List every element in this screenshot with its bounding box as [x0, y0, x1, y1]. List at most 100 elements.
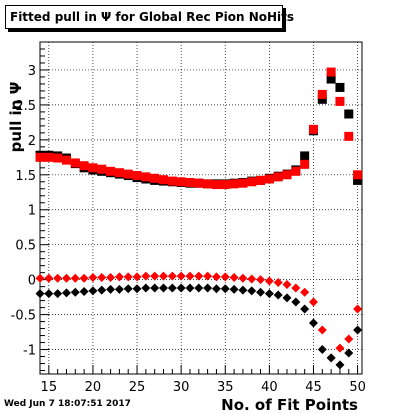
- square-marker-s1: [167, 176, 177, 186]
- square-marker-s1: [150, 173, 160, 183]
- x-tick-label: 20: [85, 380, 102, 395]
- square-marker-s1: [79, 161, 89, 171]
- square-marker-s1: [326, 67, 336, 77]
- square-marker-s1: [317, 89, 327, 99]
- diamond-marker-s3: [308, 318, 318, 328]
- square-marker-s1: [159, 175, 169, 185]
- diamond-marker-s2: [256, 275, 266, 285]
- square-marker-s1: [114, 168, 124, 178]
- square-marker-s1: [264, 174, 274, 184]
- diamond-marker-s2: [159, 271, 169, 281]
- diamond-marker-s3: [70, 287, 80, 297]
- diamond-marker-s2: [300, 287, 310, 297]
- diamond-marker-s3: [44, 289, 54, 299]
- diamond-marker-s2: [79, 273, 89, 283]
- diamond-marker-s3: [203, 283, 213, 293]
- diamond-marker-s3: [88, 286, 98, 296]
- square-marker-s1: [291, 166, 301, 176]
- x-tick-label: 45: [305, 380, 322, 395]
- x-tick-label: 35: [217, 380, 234, 395]
- square-marker-s1: [70, 158, 80, 168]
- diamond-marker-s3: [141, 283, 151, 293]
- diamond-marker-s3: [185, 283, 195, 293]
- x-axis-label: No. of Fit Points: [221, 396, 358, 414]
- marker-layer: [35, 67, 363, 370]
- diamond-marker-s2: [61, 273, 71, 283]
- diamond-marker-s2: [282, 280, 292, 290]
- diamond-marker-s2: [88, 273, 98, 283]
- diamond-marker-s3: [335, 360, 345, 370]
- diamond-marker-s2: [238, 273, 248, 283]
- diamond-marker-s2: [273, 277, 283, 287]
- square-marker-s1: [176, 177, 186, 187]
- square-marker-s1: [132, 170, 142, 180]
- x-tick-label: 30: [173, 380, 190, 395]
- diamond-marker-s3: [264, 289, 274, 299]
- diamond-marker-s3: [317, 345, 327, 355]
- diamond-marker-s3: [53, 289, 63, 299]
- square-marker-s1: [238, 178, 248, 188]
- square-marker-s1: [308, 124, 318, 134]
- square-marker-s1: [141, 172, 151, 182]
- square-marker-s1: [44, 152, 54, 162]
- diamond-marker-s3: [211, 284, 221, 294]
- square-marker-s0: [326, 74, 336, 84]
- diamond-marker-s3: [229, 284, 239, 294]
- square-marker-s1: [194, 178, 204, 188]
- diamond-marker-s2: [167, 271, 177, 281]
- diamond-marker-s3: [123, 284, 133, 294]
- diamond-marker-s2: [35, 273, 45, 283]
- diamond-marker-s2: [97, 273, 107, 283]
- diamond-marker-s3: [150, 283, 160, 293]
- diamond-marker-s3: [300, 304, 310, 314]
- diamond-marker-s2: [114, 272, 124, 282]
- y-tick-label: 2.5: [15, 99, 36, 114]
- diamond-marker-s2: [44, 273, 54, 283]
- diamond-marker-s3: [238, 285, 248, 295]
- diamond-marker-s2: [194, 271, 204, 281]
- plot-frame: [39, 41, 363, 375]
- diamond-marker-s3: [97, 285, 107, 295]
- square-marker-s0: [344, 109, 354, 119]
- square-marker-s1: [335, 96, 345, 106]
- diamond-marker-s3: [291, 297, 301, 307]
- y-tick-label: 0.5: [15, 239, 36, 254]
- y-axis-label: pull in Ψ: [7, 82, 25, 153]
- diamond-marker-s3: [353, 325, 363, 335]
- diamond-marker-s3: [159, 283, 169, 293]
- square-marker-s1: [203, 179, 213, 189]
- diamond-marker-s3: [35, 289, 45, 299]
- square-marker-s1: [106, 166, 116, 176]
- square-marker-s1: [353, 170, 363, 180]
- diamond-marker-s3: [273, 290, 283, 300]
- square-marker-s1: [185, 177, 195, 187]
- diamond-marker-s2: [229, 273, 239, 283]
- square-marker-s1: [344, 131, 354, 141]
- square-marker-s0: [335, 82, 345, 92]
- diamond-marker-s2: [106, 273, 116, 283]
- diamond-marker-s3: [282, 293, 292, 303]
- diamond-marker-s2: [317, 325, 327, 335]
- diamond-marker-s3: [256, 287, 266, 297]
- diamond-marker-s3: [114, 284, 124, 294]
- diamond-marker-s2: [185, 271, 195, 281]
- y-tick-label: -1: [23, 344, 36, 359]
- x-tick-label: 15: [41, 380, 58, 395]
- square-marker-s0: [353, 175, 363, 185]
- square-marker-s1: [247, 177, 257, 187]
- square-marker-s1: [256, 175, 266, 185]
- square-marker-s1: [97, 164, 107, 174]
- y-tick-label: 1: [28, 204, 36, 219]
- diamond-marker-s2: [141, 271, 151, 281]
- tick-layer: 15 20 25 30 35 40 45 50 -1 -0.5 0 0.5 1 1.5 2 2.5 3: [11, 48, 366, 395]
- diamond-marker-s3: [106, 284, 116, 294]
- diamond-marker-s2: [247, 274, 257, 284]
- diamond-marker-s3: [132, 284, 142, 294]
- diamond-marker-s2: [53, 273, 63, 283]
- square-marker-s1: [35, 152, 45, 162]
- diamond-marker-s2: [150, 271, 160, 281]
- diamond-marker-s2: [353, 304, 363, 314]
- diamond-marker-s2: [344, 334, 354, 344]
- square-marker-s1: [61, 155, 71, 165]
